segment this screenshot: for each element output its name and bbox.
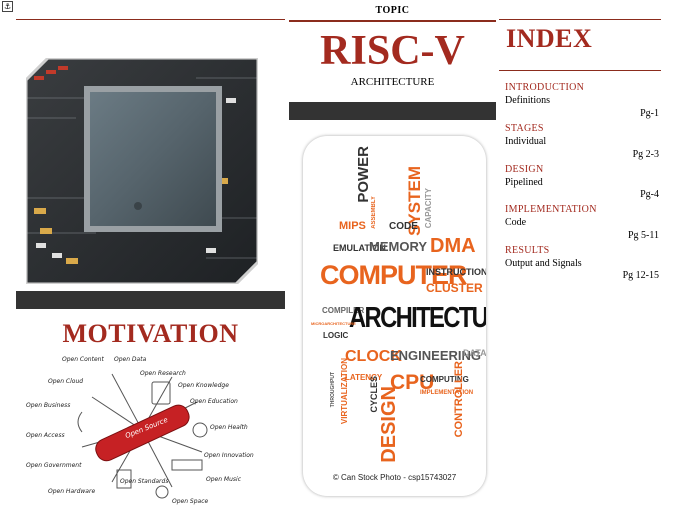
word-assembly: ASSEMBLY bbox=[371, 196, 377, 229]
label-open-music: Open Music bbox=[206, 476, 242, 483]
index-heading-design: DESIGN bbox=[505, 164, 544, 175]
word-architecture: ARCHITECTURE bbox=[349, 302, 486, 334]
index-sub-design: Pipelined bbox=[505, 177, 543, 188]
word-controller: CONTROLLER bbox=[453, 361, 465, 438]
word-throughput: THROUGHPUT bbox=[330, 372, 336, 408]
index-heading-results: RESULTS bbox=[505, 245, 550, 256]
architecture-word-cloud: POWER SYSTEM MIPS CODE DMA EMULATION MEM… bbox=[303, 136, 486, 496]
middle-top-rule bbox=[289, 20, 496, 21]
left-top-rule bbox=[16, 19, 285, 20]
page-title: RISC-V bbox=[320, 28, 465, 74]
label-open-hardware: Open Hardware bbox=[48, 488, 96, 495]
label-open-education: Open Education bbox=[190, 398, 238, 405]
image-credit: © Can Stock Photo - csp15743027 bbox=[332, 473, 457, 482]
open-source-knife-drawing bbox=[77, 373, 208, 499]
label-open-data: Open Data bbox=[114, 356, 147, 363]
label-open-government: Open Government bbox=[26, 462, 82, 469]
anchor-icon: ⚓ bbox=[2, 1, 13, 12]
word-power: POWER bbox=[355, 146, 372, 203]
word-mips: MIPS bbox=[339, 220, 366, 232]
label-open-research: Open Research bbox=[140, 370, 186, 377]
label-open-content: Open Content bbox=[62, 356, 104, 363]
word-computing: COMPUTING bbox=[420, 375, 469, 384]
word-code: CODE bbox=[389, 221, 418, 232]
page-subtitle: ARCHITECTURE bbox=[350, 76, 435, 88]
index-heading-implementation: IMPLEMENTATION bbox=[505, 204, 597, 215]
index-sub-results: Output and Signals bbox=[505, 258, 582, 269]
index-sub-implementation: Code bbox=[505, 217, 527, 228]
index-heading-stages: STAGES bbox=[505, 123, 544, 134]
topic-rule bbox=[289, 21, 496, 22]
index-title: INDEX bbox=[506, 24, 593, 53]
word-implementation: IMPLEMENTATION bbox=[420, 390, 474, 396]
left-band bbox=[16, 291, 285, 309]
word-emulation: EMULATION bbox=[333, 243, 386, 253]
label-open-health: Open Health bbox=[210, 424, 248, 431]
label-open-access: Open Access bbox=[26, 432, 65, 439]
topic-label: TOPIC bbox=[375, 5, 410, 16]
word-engineering: ENGINEERING bbox=[390, 348, 482, 363]
word-cluster-set: CLUSTER SET bbox=[426, 281, 486, 295]
index-page-design: Pg-4 bbox=[640, 189, 659, 200]
label-open-innovation: Open Innovation bbox=[204, 452, 254, 459]
label-open-standards: Open Standards bbox=[120, 478, 169, 485]
word-computer: COMPUTER bbox=[320, 260, 467, 290]
index-page-introduction: Pg-1 bbox=[640, 108, 659, 119]
label-open-space: Open Space bbox=[172, 498, 209, 505]
label-open-business: Open Business bbox=[26, 402, 71, 409]
open-source-illustration: Open Source Open Content Open Data Open … bbox=[22, 352, 262, 512]
word-memory: MEMORY bbox=[369, 239, 428, 254]
index-rule bbox=[499, 70, 661, 71]
index-sub-stages: Individual bbox=[505, 136, 547, 147]
label-open-cloud: Open Cloud bbox=[48, 378, 84, 385]
word-cpu: CPU bbox=[390, 371, 435, 394]
word-dma: DMA bbox=[430, 235, 476, 257]
label-open-knowledge: Open Knowledge bbox=[178, 382, 229, 389]
index-page-implementation: Pg 5-11 bbox=[627, 230, 659, 241]
index-page-results: Pg 12-15 bbox=[622, 270, 659, 281]
middle-band bbox=[289, 102, 496, 120]
word-capacity: CAPACITY bbox=[424, 188, 433, 229]
processor-chip-image bbox=[26, 58, 258, 284]
word-design: DESIGN bbox=[378, 386, 400, 463]
word-instruction: INSTRUCTION bbox=[426, 267, 486, 277]
right-top-rule bbox=[499, 19, 661, 20]
word-compiler: COMPILER bbox=[322, 306, 365, 315]
motivation-heading: MOTIVATION bbox=[62, 319, 239, 348]
index-sub-introduction: Definitions bbox=[505, 95, 550, 106]
word-logic: LOGIC bbox=[323, 331, 349, 340]
word-data: DATA bbox=[463, 348, 486, 358]
word-clock: CLOCK bbox=[345, 348, 402, 365]
word-latency: LATENCY bbox=[345, 373, 383, 382]
index-heading-introduction: INTRODUCTION bbox=[505, 82, 585, 93]
index-page-stages: Pg 2-3 bbox=[632, 149, 659, 160]
word-virtualization: VIRTUALIZATION bbox=[340, 358, 349, 425]
word-microarchitecture: MICROARCHITECTURE bbox=[311, 321, 356, 326]
